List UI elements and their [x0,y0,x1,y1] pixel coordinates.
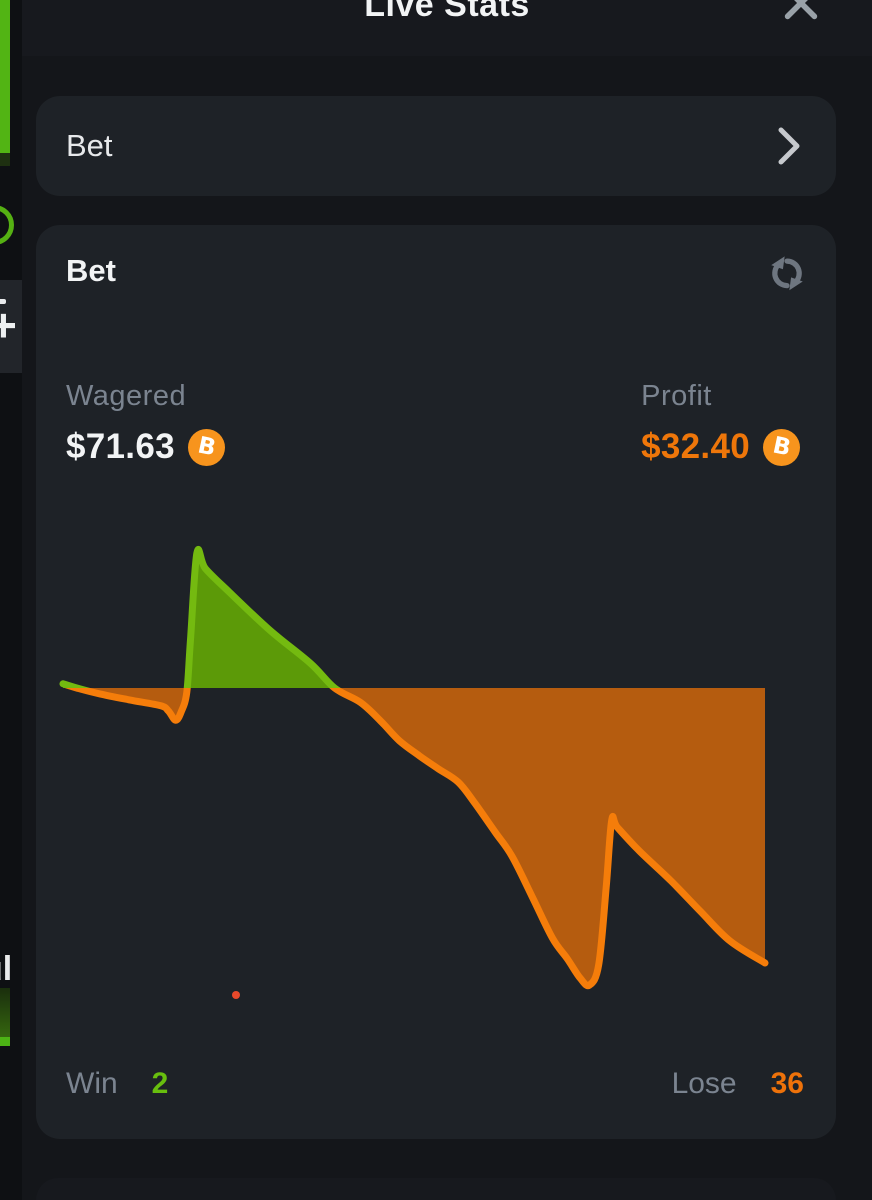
wagered-label: Wagered [66,380,187,412]
win-label: Win [66,1067,118,1100]
page-title: Live Stats [364,0,530,24]
bet-row-label: Bet [66,128,113,163]
lose-label: Lose [671,1067,737,1100]
chevron-right-icon [778,127,800,165]
win-lose-row: Win 2 Lose 36 [36,1067,836,1101]
next-panel-edge [36,1178,836,1200]
chart-negative-area [63,688,765,986]
chart-positive-line [59,545,341,688]
background-tick-mark [0,299,6,304]
chart-negative-line [64,688,769,990]
live-stats-modal: Live Stats Bet Bet [22,0,872,1200]
profit-stat: Profit $32.40 B [641,380,800,467]
background-accent-bar-dim [0,153,10,166]
background-accent-bar [0,0,10,153]
profit-value: $32.40 [641,427,750,466]
background-page-sliver: + ul [0,0,24,1200]
lose-stat: Lose 36 [672,1067,806,1101]
refresh-icon [771,255,803,290]
close-button[interactable] [782,0,820,22]
win-count: 2 [151,1067,169,1100]
background-panel-edge [0,280,24,373]
close-icon [784,0,818,20]
bitcoin-icon: B [187,428,225,466]
wagered-stat: Wagered $71.63 B [66,380,225,467]
background-bet-button-bar [0,1037,10,1046]
live-indicator-dot [232,991,240,999]
lose-count: 36 [770,1067,804,1100]
reset-stats-button[interactable] [766,249,808,295]
profit-label: Profit [641,380,712,412]
background-spinner-ring-icon [0,205,14,245]
background-plus-icon: + [0,299,17,351]
modal-header: Live Stats [22,0,872,56]
background-text-fragment: ul [0,950,13,988]
chart-positive-area [63,549,765,688]
background-bet-button-edge [0,988,10,1037]
bet-row[interactable]: Bet [36,96,836,196]
win-stat: Win 2 [66,1067,168,1101]
bitcoin-icon: B [763,428,800,466]
wagered-value: $71.63 [66,427,175,466]
bet-stats-card: Bet Wagered $71.63 B Profit $32.40 B [36,225,836,1139]
stats-card-title: Bet [66,253,116,288]
profit-area-chart [59,545,769,990]
